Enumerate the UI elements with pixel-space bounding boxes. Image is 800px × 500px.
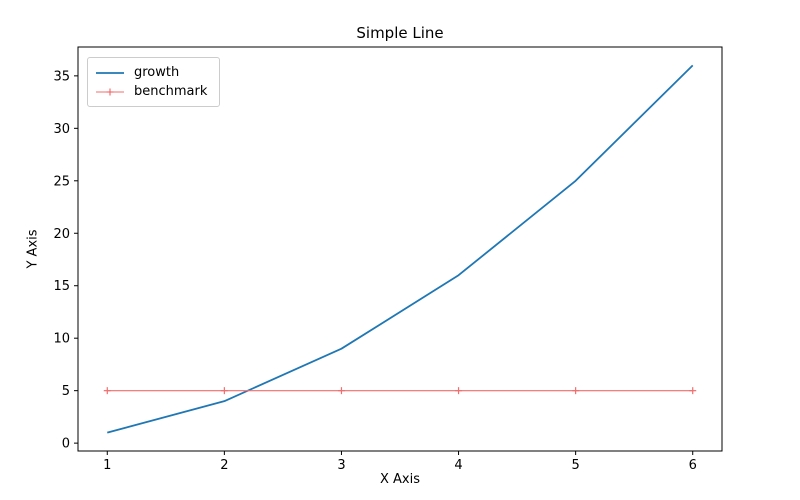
legend-item-benchmark: benchmark bbox=[95, 82, 207, 101]
x-tick-label: 6 bbox=[689, 458, 697, 473]
x-tick-label: 5 bbox=[571, 458, 579, 473]
y-tick-label: 15 bbox=[53, 279, 70, 294]
y-tick-label: 30 bbox=[53, 122, 70, 137]
y-tick-label: 10 bbox=[53, 332, 70, 347]
legend-item-growth: growth bbox=[95, 63, 207, 82]
axes-frame bbox=[77, 46, 723, 452]
x-tick-label: 3 bbox=[337, 458, 345, 473]
y-tick-label: 25 bbox=[53, 174, 70, 189]
x-tick-label: 4 bbox=[454, 458, 462, 473]
x-tick-label: 1 bbox=[103, 458, 111, 473]
benchmark-line-sample-icon bbox=[96, 88, 124, 95]
x-tick-label: 2 bbox=[220, 458, 228, 473]
y-tick-label: 35 bbox=[53, 69, 70, 84]
legend-label-benchmark: benchmark bbox=[134, 84, 208, 99]
y-axis-label: Y Axis bbox=[25, 229, 41, 269]
y-tick-label: 20 bbox=[53, 227, 70, 242]
chart-title: Simple Line bbox=[356, 24, 444, 42]
series-line-growth bbox=[107, 64, 694, 434]
y-tick-label: 5 bbox=[62, 384, 70, 399]
growth-line-sample-icon bbox=[96, 71, 124, 74]
legend-label-growth: growth bbox=[134, 65, 180, 80]
y-tick-label: 0 bbox=[62, 437, 70, 452]
x-axis-label: X Axis bbox=[379, 472, 420, 487]
legend: growth benchmark bbox=[87, 57, 221, 107]
